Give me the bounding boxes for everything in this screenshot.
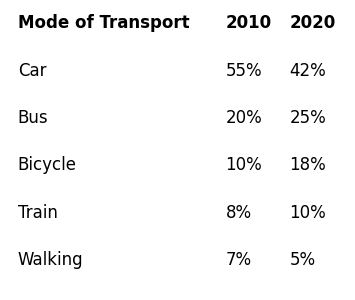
Text: Car: Car	[18, 61, 46, 80]
Text: 7%: 7%	[225, 251, 252, 269]
Text: 8%: 8%	[225, 204, 252, 222]
Text: 5%: 5%	[289, 251, 316, 269]
Text: Walking: Walking	[18, 251, 83, 269]
Text: 20%: 20%	[225, 109, 262, 127]
Text: 55%: 55%	[225, 61, 262, 80]
Text: 10%: 10%	[289, 204, 326, 222]
Text: Train: Train	[18, 204, 58, 222]
Text: 2020: 2020	[289, 14, 335, 32]
Text: Mode of Transport: Mode of Transport	[18, 14, 189, 32]
Text: 10%: 10%	[225, 156, 262, 174]
Text: Bus: Bus	[18, 109, 48, 127]
Text: 25%: 25%	[289, 109, 326, 127]
Text: 2010: 2010	[225, 14, 272, 32]
Text: Bicycle: Bicycle	[18, 156, 77, 174]
Text: 18%: 18%	[289, 156, 326, 174]
Text: 42%: 42%	[289, 61, 326, 80]
